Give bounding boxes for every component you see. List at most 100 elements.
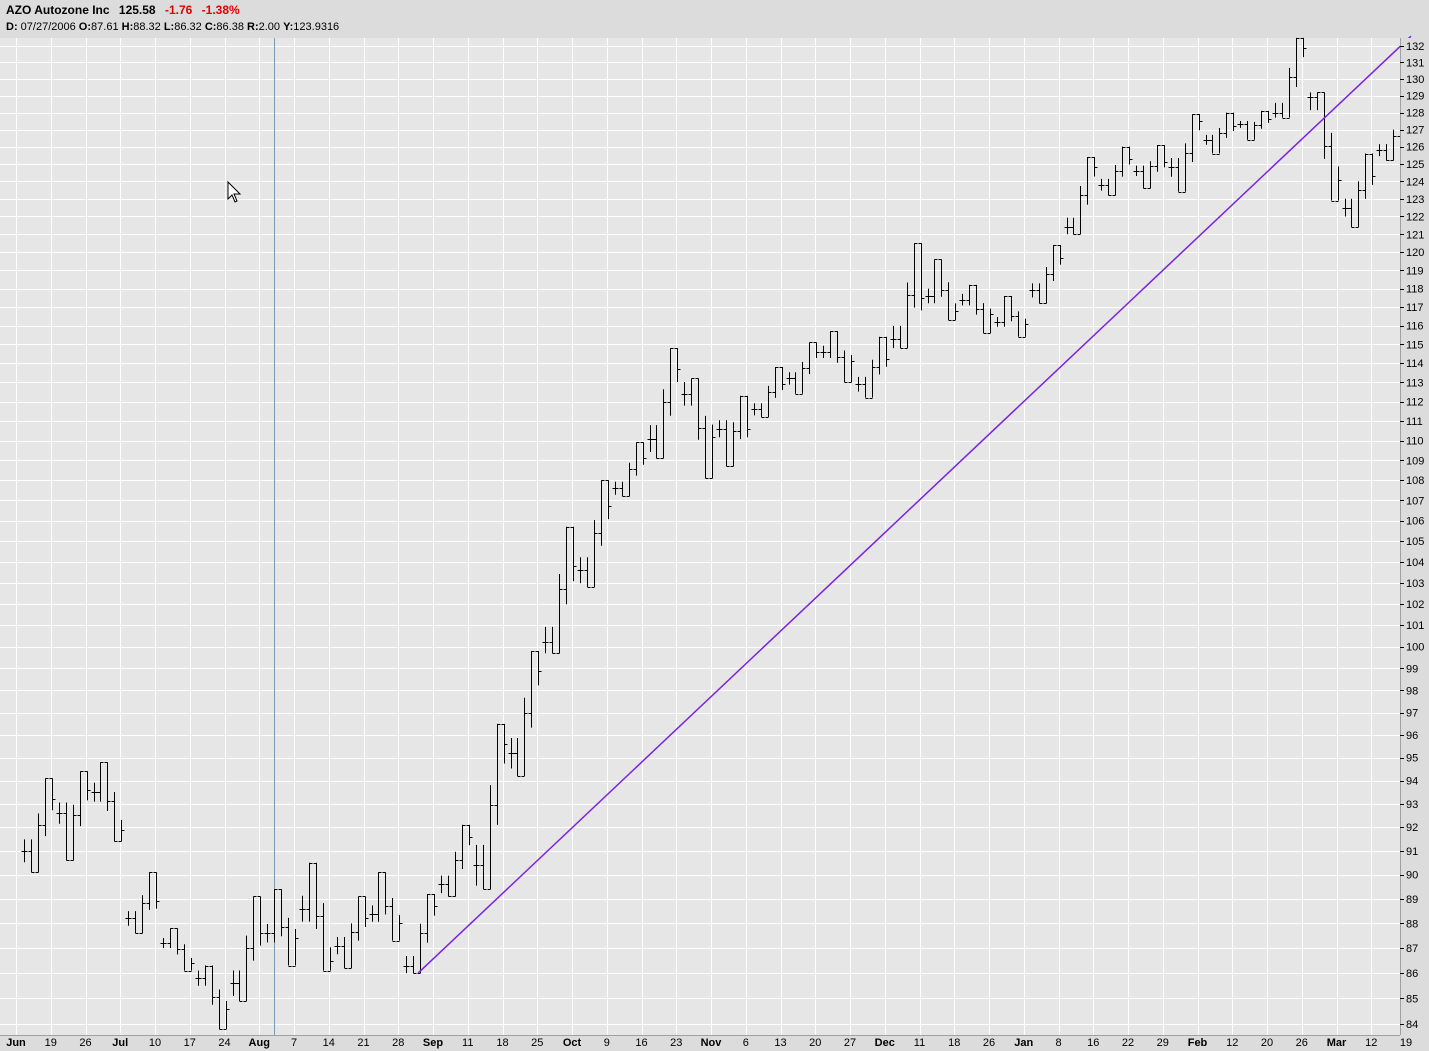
price-bar bbox=[674, 348, 681, 382]
price-bar bbox=[320, 903, 327, 972]
price-bar bbox=[1307, 92, 1314, 111]
plot-area[interactable] bbox=[0, 38, 1400, 1035]
price-bar bbox=[362, 896, 369, 927]
y-tick-label: 104 bbox=[1406, 557, 1424, 569]
price-bar bbox=[1300, 37, 1307, 58]
price-bar bbox=[1203, 134, 1210, 145]
y-tick-label: 114 bbox=[1406, 358, 1424, 370]
price-bar bbox=[702, 415, 709, 479]
price-bar bbox=[1189, 114, 1196, 162]
x-tick-label: Mar bbox=[1327, 1037, 1347, 1049]
price-bar bbox=[223, 1000, 230, 1030]
close-label: C: bbox=[204, 21, 217, 33]
price-bar bbox=[980, 303, 987, 334]
price-bar bbox=[834, 331, 841, 363]
price-bar bbox=[605, 480, 612, 520]
price-bar bbox=[792, 372, 799, 395]
open-label: O: bbox=[78, 21, 92, 33]
price-bar bbox=[473, 844, 480, 886]
price-bar bbox=[1286, 67, 1293, 119]
price-bar bbox=[570, 526, 577, 582]
price-bar bbox=[1230, 112, 1237, 132]
price-bar bbox=[1022, 318, 1029, 338]
open-value: 87.61 bbox=[91, 21, 119, 33]
price-bar bbox=[271, 889, 278, 943]
high-value: 88.32 bbox=[133, 21, 161, 33]
price-bar bbox=[1001, 295, 1008, 327]
price-bar bbox=[230, 970, 237, 996]
price-bar bbox=[1112, 165, 1119, 196]
price-bar bbox=[1140, 165, 1147, 189]
y-tick-label: 96 bbox=[1406, 730, 1418, 742]
price-bar bbox=[403, 955, 410, 974]
price-bar bbox=[945, 282, 952, 321]
price-bar bbox=[730, 422, 737, 467]
close-value: 86.38 bbox=[216, 21, 244, 33]
high-label: H: bbox=[121, 21, 134, 33]
price-bar bbox=[667, 348, 674, 416]
price-bar bbox=[806, 342, 813, 375]
y-tick-label: 109 bbox=[1406, 455, 1424, 467]
price-bar bbox=[1084, 156, 1091, 205]
y-tick-label: 126 bbox=[1406, 142, 1424, 154]
r-label: R: bbox=[247, 21, 259, 33]
price-bar bbox=[952, 303, 959, 321]
price-bar bbox=[1064, 217, 1071, 235]
y-axis-panel bbox=[1400, 38, 1429, 1035]
price-bar bbox=[1168, 158, 1175, 177]
y-tick-label: 107 bbox=[1406, 495, 1424, 507]
date-value: 07/27/2006 bbox=[20, 21, 76, 33]
price-bar bbox=[535, 651, 542, 686]
x-tick-label: 26 bbox=[1296, 1037, 1308, 1049]
y-tick-label: 103 bbox=[1406, 578, 1424, 590]
price-bar bbox=[292, 928, 299, 967]
price-bar bbox=[209, 965, 216, 1005]
y-tick-label: 98 bbox=[1406, 685, 1418, 697]
price-bar bbox=[1244, 120, 1251, 141]
price-bar bbox=[1258, 110, 1265, 129]
price-bar bbox=[84, 771, 91, 801]
price-bar bbox=[375, 872, 382, 922]
price-bar bbox=[1237, 120, 1244, 128]
x-tick-label: 9 bbox=[604, 1037, 610, 1049]
price-bar bbox=[459, 824, 466, 869]
price-bar bbox=[799, 361, 806, 395]
x-tick-label: Sep bbox=[423, 1037, 443, 1049]
low-label: L: bbox=[163, 21, 175, 33]
price-bar bbox=[633, 442, 640, 476]
price-bar bbox=[111, 791, 118, 842]
x-tick-label: 26 bbox=[983, 1037, 995, 1049]
price-bar bbox=[70, 804, 77, 861]
y-tick-label: 85 bbox=[1406, 993, 1418, 1005]
price-bar bbox=[931, 259, 938, 304]
x-tick-label: 18 bbox=[496, 1037, 508, 1049]
x-tick-label: 18 bbox=[948, 1037, 960, 1049]
y-tick-label: 131 bbox=[1406, 57, 1424, 69]
y-tick-label: 116 bbox=[1406, 321, 1424, 333]
price-bar bbox=[1008, 295, 1015, 322]
price-bar bbox=[1362, 153, 1369, 199]
y-tick-label: 102 bbox=[1406, 599, 1424, 611]
price-bar bbox=[417, 923, 424, 974]
x-tick-label: 23 bbox=[670, 1037, 682, 1049]
price-bar bbox=[1091, 156, 1098, 177]
date-label: D: bbox=[6, 21, 18, 33]
price-bar bbox=[584, 557, 591, 588]
price-bar bbox=[758, 403, 765, 418]
price-bar bbox=[49, 778, 56, 811]
price-bar bbox=[1251, 121, 1258, 141]
price-bar bbox=[813, 342, 820, 358]
trendline-layer[interactable] bbox=[417, 35, 1412, 974]
y-tick-label: 93 bbox=[1406, 799, 1418, 811]
x-axis: Jun 19 26 Jul 10 17 24 Aug 7 14 21 28 Sep 11 18 25 Oct 9 1… bbox=[0, 1035, 1429, 1051]
y-tick-label: 128 bbox=[1406, 108, 1424, 120]
y-tick-label: 130 bbox=[1406, 74, 1424, 86]
price-bar bbox=[765, 385, 772, 418]
price-bar bbox=[104, 762, 111, 811]
y-tick-label: 124 bbox=[1406, 176, 1424, 188]
y-tick-label: 108 bbox=[1406, 475, 1424, 487]
y-tick-label: 110 bbox=[1406, 436, 1424, 448]
x-tick-label: 25 bbox=[531, 1037, 543, 1049]
price-bar bbox=[487, 785, 494, 890]
